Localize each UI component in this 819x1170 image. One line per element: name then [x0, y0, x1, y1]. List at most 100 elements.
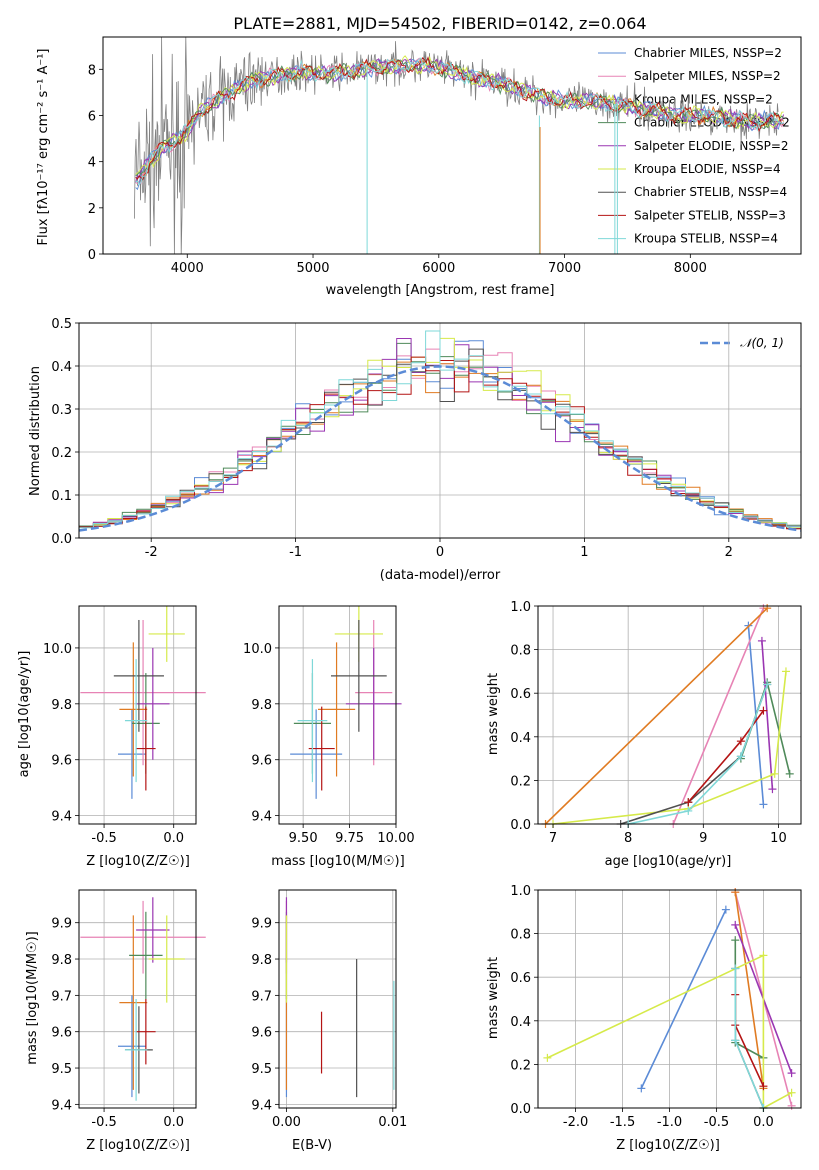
mass-vs-ebv-panel: E(B-V) 0.00 0.01 9.4 9.5 9.6 9.7 9.8 9.9: [251, 889, 407, 1153]
y-tick-label: 9.6: [251, 1026, 272, 1041]
model-spectrum: [135, 57, 784, 186]
y-tick-label: 9.7: [251, 989, 272, 1004]
mass-weight-series: [761, 640, 774, 790]
plot-area: [290, 606, 402, 799]
y-tick-label: 6: [88, 109, 96, 124]
legend-label: Kroupa STELIB, NSSP=4: [634, 232, 778, 246]
y-tick-label: 10.0: [243, 642, 272, 657]
mass-weight-vs-metallicity-panel: Z [log10(Z/Z☉)] mass weight -2.0 -1.5 -1.0…: [486, 884, 802, 1153]
p5-ylabel: mass weight: [486, 673, 501, 755]
age-vs-metallicity-panel: Z [log10(Z/Z☉)] age [log10(age/yr)] -0.5…: [17, 605, 206, 869]
axes-frame: [78, 889, 197, 1109]
mass-weight-series: [552, 671, 787, 825]
mass-vs-metallicity-panel: Z [log10(Z/Z☉)] mass [log10(M/M☉)] -0.5 0…: [25, 889, 206, 1153]
y-tick-label: 0.0: [51, 532, 72, 547]
p3-ylabel: age [log10(age/yr)]: [17, 651, 32, 778]
mass-weight-series: [640, 909, 727, 1089]
axes-frame: [78, 605, 197, 825]
x-tick-label: 0: [436, 545, 444, 560]
y-tick-label: 9.4: [51, 810, 72, 825]
x-tick-label: -1: [289, 545, 302, 560]
plot-area: [285, 897, 395, 1098]
y-tick-label: 9.9: [51, 917, 72, 932]
x-tick-label: 1: [580, 545, 588, 560]
y-tick-label: 0.4: [510, 1015, 531, 1030]
y-tick-label: 0.4: [510, 731, 531, 746]
y-tick-label: 0.8: [510, 644, 531, 659]
y-tick-label: 0.6: [510, 687, 531, 702]
y-tick-label: 9.8: [51, 953, 72, 968]
y-tick-label: 0.0: [510, 1102, 531, 1117]
y-tick-label: 9.5: [251, 1062, 272, 1077]
y-tick-label: 4: [88, 156, 96, 171]
y-tick-label: 0.6: [510, 971, 531, 986]
x-tick-label: 6000: [422, 261, 455, 276]
x-tick-label: 7: [549, 831, 557, 846]
plot-area: [543, 888, 796, 1112]
y-tick-label: 9.6: [251, 754, 272, 769]
grid: [79, 606, 196, 824]
x-tick-label: 9.75: [335, 831, 364, 846]
grid: [279, 606, 397, 824]
p3-xlabel: Z [log10(Z/Z☉)]: [86, 854, 190, 869]
mass-weight-vs-age-panel: age [log10(age/yr)] mass weight 7 8 9 10 0.0…: [486, 600, 802, 869]
x-tick-label: 0.0: [753, 1115, 774, 1130]
y-tick-label: 9.4: [251, 810, 272, 825]
axes-frame: [537, 605, 802, 825]
p7-xlabel: E(B-V): [292, 1138, 332, 1153]
x-tick-label: 10: [770, 831, 787, 846]
spectrum-xlabel: wavelength [Angstrom, rest frame]: [326, 283, 555, 298]
mass-weight-series: [544, 607, 768, 825]
plot-area: [541, 604, 794, 828]
y-tick-label: 0.4: [51, 360, 72, 375]
y-tick-label: 9.6: [51, 1026, 72, 1041]
legend-label: Kroupa MILES, NSSP=2: [634, 92, 773, 106]
mass-weight-series: [547, 954, 792, 1110]
y-tick-label: 0.2: [51, 446, 72, 461]
spectrum-title: PLATE=2881, MJD=54502, FIBERID=0142, z=0…: [233, 14, 646, 33]
x-tick-label: 8: [624, 831, 632, 846]
legend-label: Salpeter MILES, NSSP=2: [634, 69, 781, 83]
y-tick-label: 0.1: [51, 489, 72, 504]
y-tick-label: 0.0: [510, 818, 531, 833]
y-tick-label: 8: [88, 63, 96, 78]
model-spectrum: [135, 58, 785, 183]
y-tick-label: 9.4: [51, 1098, 72, 1113]
y-tick-label: 9.4: [251, 1098, 272, 1113]
axes-frame: [537, 889, 802, 1109]
x-tick-label: -2: [145, 545, 158, 560]
x-tick-label: -1.0: [657, 1115, 682, 1130]
legend-label: Chabrier STELIB, NSSP=4: [634, 185, 787, 199]
x-tick-label: -2.0: [563, 1115, 588, 1130]
spectrum-ylabel: Flux [fλ10⁻¹⁷ erg cm⁻² s⁻¹ A⁻¹]: [36, 49, 51, 246]
p8-ylabel: mass weight: [486, 957, 501, 1039]
axes-frame: [278, 605, 397, 825]
y-tick-label: 9.8: [251, 698, 272, 713]
y-tick-label: 10.0: [43, 642, 72, 657]
spectrum-legend: Chabrier MILES, NSSP=2 Salpeter MILES, NS…: [598, 46, 790, 246]
p5-xlabel: age [log10(age/yr)]: [605, 854, 732, 869]
residual-histogram: [78, 330, 801, 538]
x-tick-label: 2: [725, 545, 733, 560]
grid: [279, 890, 396, 1108]
x-tick-label: 0.0: [163, 1115, 184, 1130]
y-tick-label: 0.2: [510, 774, 531, 789]
x-tick-label: 9.50: [289, 831, 318, 846]
x-tick-label: -0.5: [91, 831, 116, 846]
residuals-panel: (data-model)/error Normed distribution 𝒩…: [28, 317, 802, 583]
y-tick-label: 9.8: [51, 698, 72, 713]
y-tick-label: 0.5: [51, 317, 72, 332]
x-tick-label: -0.5: [91, 1115, 116, 1130]
mass-weight-series: [734, 892, 765, 1089]
legend-label: Salpeter STELIB, NSSP=3: [634, 208, 786, 222]
plot-area: [80, 606, 206, 799]
x-tick-label: 9: [699, 831, 707, 846]
axes-frame: [78, 322, 802, 539]
p6-ylabel: mass [log10(M/M☉)]: [25, 931, 40, 1064]
y-tick-label: 0: [88, 248, 96, 263]
y-tick-label: 1.0: [510, 600, 531, 615]
legend-label: Chabrier MILES, NSSP=2: [634, 46, 782, 60]
x-tick-label: 0.0: [163, 831, 184, 846]
y-tick-label: 9.7: [51, 989, 72, 1004]
